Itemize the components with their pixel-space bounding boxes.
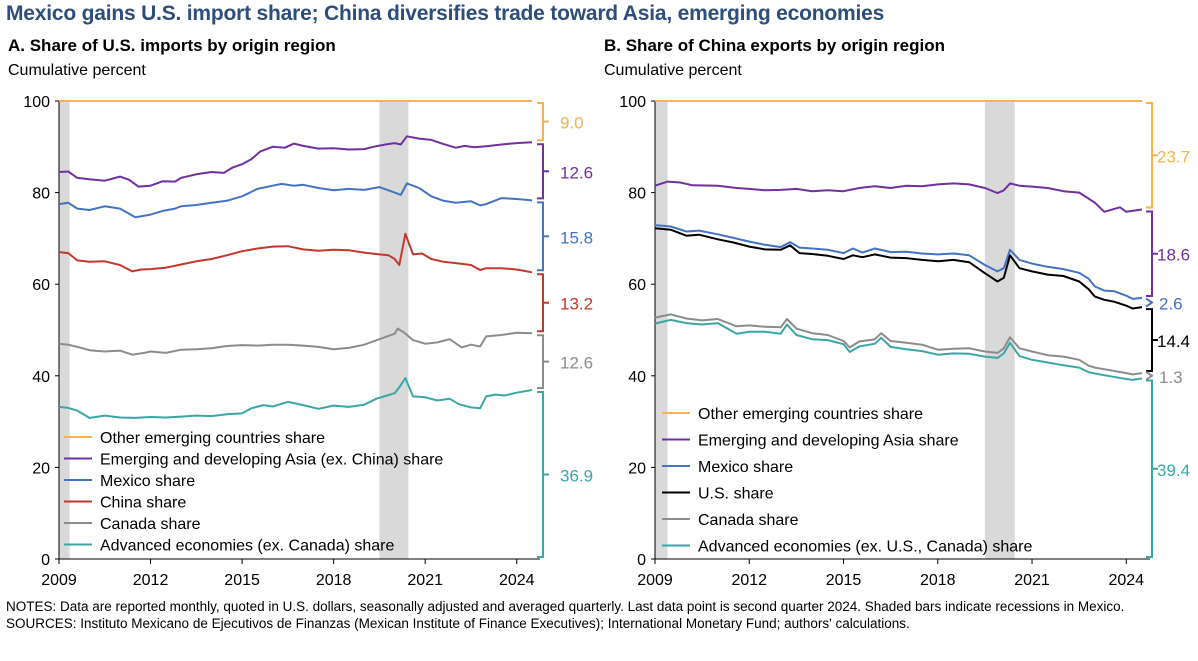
panel-a-title: A. Share of U.S. imports by origin regio… <box>8 36 336 55</box>
series-line-mexico <box>58 182 533 219</box>
legend-label-canada: Canada share <box>698 512 799 529</box>
bracket-advanced <box>1146 379 1153 558</box>
x-tick-label: 2018 <box>920 572 956 589</box>
sources-text: SOURCES: Instituto Mexicano de Ejecutivo… <box>6 616 910 631</box>
x-tick-label: 2024 <box>1108 572 1144 589</box>
bracket-emerging_asia <box>537 143 544 200</box>
x-tick-label: 2015 <box>224 572 260 589</box>
x-tick-label: 2009 <box>41 572 77 589</box>
y-tick-label: 60 <box>628 277 646 294</box>
bracket-us <box>1146 308 1153 373</box>
x-tick-label: 2012 <box>133 572 169 589</box>
bracket-other_emerging <box>1146 102 1153 209</box>
bracket-advanced <box>537 390 544 558</box>
series-line-mexico <box>654 224 1143 300</box>
legend-label-china: China share <box>100 495 186 512</box>
end-label-canada: 1.3 <box>1159 368 1183 387</box>
series-line-us <box>654 227 1143 310</box>
charts-canvas: 0 20 40 60 80 100 2009 2012 2015 2018 2021 2024 9.0 1… <box>23 94 1190 589</box>
legend-label-us: U.S. share <box>698 486 774 503</box>
legend-label-emerging_asia: Emerging and developing Asia share <box>698 433 959 450</box>
y-tick-label: 20 <box>628 460 646 477</box>
chart-main-title: Mexico gains U.S. import share; China di… <box>6 2 885 25</box>
y-tick-label: 0 <box>41 552 50 569</box>
y-tick-label: 80 <box>628 186 646 203</box>
end-label-other_emerging: 23.7 <box>1157 147 1190 166</box>
x-tick-label: 2021 <box>1014 572 1050 589</box>
notes-block: NOTES: Data are reported monthly, quoted… <box>6 598 1194 632</box>
recession-bar-b-1 <box>984 101 1015 559</box>
bracket-mexico <box>537 201 544 272</box>
end-label-advanced: 36.9 <box>560 466 593 485</box>
x-tick-label: 2024 <box>499 572 535 589</box>
legend-label-mexico: Mexico share <box>100 473 195 490</box>
end-label-mexico: 2.6 <box>1159 295 1183 314</box>
end-label-mexico: 15.8 <box>560 228 593 247</box>
y-tick-label: 100 <box>23 94 50 111</box>
bracket-canada <box>1145 370 1154 381</box>
x-tick-label: 2018 <box>316 572 352 589</box>
bracket-other_emerging <box>537 102 544 142</box>
panel-a-y-axis-label: Cumulative percent <box>8 62 146 79</box>
legend-label-emerging_asia: Emerging and developing Asia (ex. China)… <box>100 452 443 469</box>
y-tick-label: 40 <box>628 369 646 386</box>
series-line-emerging_asia <box>654 180 1143 213</box>
recession-bar-a-0 <box>59 101 70 559</box>
panel-b-chart: 0 20 40 60 80 100 2009 2012 2015 2018 2021 2024 23.7… <box>619 94 1190 589</box>
y-tick-label: 60 <box>32 277 50 294</box>
legend-label-canada: Canada share <box>100 516 201 533</box>
panel-b-y-axis-label: Cumulative percent <box>604 62 742 79</box>
y-tick-label: 40 <box>32 369 50 386</box>
bracket-china <box>537 273 544 333</box>
bracket-mexico <box>1145 297 1154 308</box>
notes-text: NOTES: Data are reported monthly, quoted… <box>6 599 1125 614</box>
y-tick-label: 20 <box>32 460 50 477</box>
end-label-advanced: 39.4 <box>1157 461 1190 480</box>
x-tick-label: 2015 <box>826 572 862 589</box>
legend-label-advanced: Advanced economies (ex. U.S., Canada) sh… <box>698 539 1033 556</box>
end-label-emerging_asia: 12.6 <box>560 163 593 182</box>
series-line-advanced <box>58 377 533 419</box>
panel-a-chart: 0 20 40 60 80 100 2009 2012 2015 2018 2021 2024 9.0 1… <box>23 94 593 589</box>
bracket-emerging_asia <box>1146 210 1153 297</box>
panel-b-title: B. Share of China exports by origin regi… <box>604 36 945 55</box>
series-line-china <box>58 232 533 274</box>
legend-label-other_emerging: Other emerging countries share <box>100 430 325 447</box>
y-tick-label: 0 <box>637 552 646 569</box>
y-tick-label: 80 <box>32 186 50 203</box>
x-tick-label: 2012 <box>731 572 767 589</box>
bracket-canada <box>537 334 544 389</box>
recession-bar-b-0 <box>655 101 668 559</box>
end-label-emerging_asia: 18.6 <box>1157 246 1190 265</box>
x-tick-label: 2009 <box>637 572 673 589</box>
y-tick-label: 100 <box>619 94 646 111</box>
legend-label-advanced: Advanced economies (ex. Canada) share <box>100 538 394 555</box>
series-line-canada <box>58 327 533 356</box>
end-label-canada: 12.6 <box>560 354 593 373</box>
recession-bar-a-1 <box>379 101 409 559</box>
end-label-china: 13.2 <box>560 295 593 314</box>
x-tick-label: 2021 <box>407 572 443 589</box>
end-label-us: 14.4 <box>1157 332 1190 351</box>
series-line-advanced <box>654 318 1143 381</box>
series-line-emerging_asia <box>58 135 533 188</box>
series-line-canada <box>654 313 1143 376</box>
legend-label-other_emerging: Other emerging countries share <box>698 406 923 423</box>
legend-label-mexico: Mexico share <box>698 459 793 476</box>
end-label-other_emerging: 9.0 <box>560 114 584 133</box>
